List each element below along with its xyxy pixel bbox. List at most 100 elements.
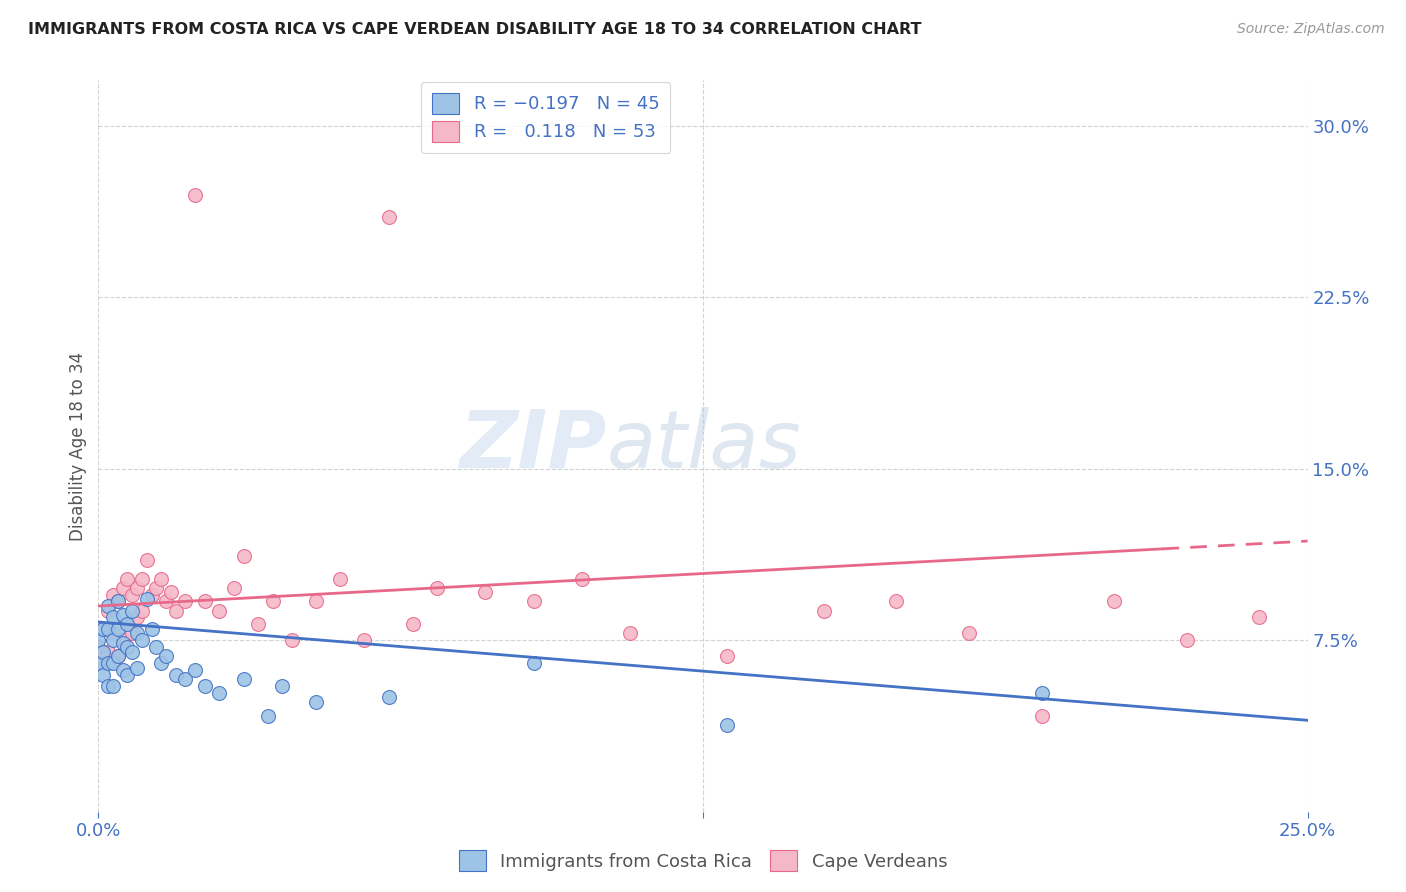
Point bbox=[155, 649, 177, 664]
Point bbox=[208, 686, 231, 700]
Point bbox=[155, 594, 177, 608]
Point bbox=[107, 594, 129, 608]
Legend: Immigrants from Costa Rica, Cape Verdeans: Immigrants from Costa Rica, Cape Verdean… bbox=[451, 843, 955, 879]
Point bbox=[107, 649, 129, 664]
Point bbox=[194, 679, 217, 693]
Point bbox=[523, 594, 546, 608]
Point bbox=[117, 572, 139, 586]
Point bbox=[174, 672, 197, 686]
Point bbox=[121, 645, 143, 659]
Point bbox=[174, 594, 197, 608]
Point bbox=[1031, 686, 1053, 700]
Point bbox=[141, 588, 163, 602]
Point bbox=[127, 581, 149, 595]
Point bbox=[1102, 594, 1125, 608]
Point bbox=[1175, 633, 1198, 648]
Point bbox=[97, 679, 120, 693]
Point bbox=[957, 626, 980, 640]
Point bbox=[329, 572, 352, 586]
Point bbox=[1031, 708, 1053, 723]
Point bbox=[121, 588, 143, 602]
Point bbox=[101, 656, 124, 670]
Legend: R = −0.197   N = 45, R =   0.118   N = 53: R = −0.197 N = 45, R = 0.118 N = 53 bbox=[422, 82, 671, 153]
Point bbox=[1249, 610, 1271, 624]
Point bbox=[305, 594, 328, 608]
Point bbox=[256, 708, 278, 723]
Point bbox=[184, 663, 207, 677]
Point bbox=[91, 645, 114, 659]
Point bbox=[886, 594, 908, 608]
Text: atlas: atlas bbox=[606, 407, 801, 485]
Point bbox=[145, 640, 167, 655]
Point bbox=[87, 656, 110, 670]
Point bbox=[117, 640, 139, 655]
Point bbox=[145, 581, 167, 595]
Y-axis label: Disability Age 18 to 34: Disability Age 18 to 34 bbox=[69, 351, 87, 541]
Point bbox=[135, 592, 157, 607]
Point bbox=[131, 572, 153, 586]
Point bbox=[150, 572, 173, 586]
Point bbox=[91, 622, 114, 636]
Point bbox=[377, 211, 399, 225]
Point bbox=[523, 656, 546, 670]
Point bbox=[131, 633, 153, 648]
Point bbox=[91, 622, 114, 636]
Point bbox=[121, 626, 143, 640]
Point bbox=[619, 626, 641, 640]
Point bbox=[232, 549, 254, 563]
Point bbox=[111, 633, 134, 648]
Point bbox=[474, 585, 496, 599]
Point bbox=[111, 608, 134, 623]
Point bbox=[87, 633, 110, 648]
Point bbox=[101, 588, 124, 602]
Point bbox=[97, 656, 120, 670]
Point bbox=[127, 626, 149, 640]
Point bbox=[117, 667, 139, 681]
Point bbox=[111, 581, 134, 595]
Point bbox=[571, 572, 593, 586]
Point bbox=[222, 581, 245, 595]
Point bbox=[232, 672, 254, 686]
Point bbox=[813, 604, 835, 618]
Point bbox=[121, 604, 143, 618]
Point bbox=[101, 610, 124, 624]
Point bbox=[377, 690, 399, 705]
Point bbox=[97, 645, 120, 659]
Point bbox=[97, 599, 120, 613]
Point bbox=[107, 594, 129, 608]
Point bbox=[141, 622, 163, 636]
Point bbox=[716, 649, 738, 664]
Point bbox=[97, 622, 120, 636]
Point bbox=[305, 695, 328, 709]
Point bbox=[101, 679, 124, 693]
Point bbox=[208, 604, 231, 618]
Text: IMMIGRANTS FROM COSTA RICA VS CAPE VERDEAN DISABILITY AGE 18 TO 34 CORRELATION C: IMMIGRANTS FROM COSTA RICA VS CAPE VERDE… bbox=[28, 22, 921, 37]
Point bbox=[91, 667, 114, 681]
Point bbox=[194, 594, 217, 608]
Point bbox=[111, 663, 134, 677]
Point bbox=[247, 617, 270, 632]
Point bbox=[165, 604, 187, 618]
Point bbox=[262, 594, 284, 608]
Point bbox=[101, 633, 124, 648]
Point bbox=[716, 718, 738, 732]
Point bbox=[107, 622, 129, 636]
Point bbox=[353, 633, 375, 648]
Point bbox=[107, 649, 129, 664]
Text: ZIP: ZIP bbox=[458, 407, 606, 485]
Point bbox=[127, 610, 149, 624]
Point bbox=[97, 604, 120, 618]
Point bbox=[184, 187, 207, 202]
Point bbox=[111, 635, 134, 649]
Point bbox=[271, 679, 294, 693]
Point bbox=[91, 656, 114, 670]
Point bbox=[101, 626, 124, 640]
Point bbox=[426, 581, 449, 595]
Point bbox=[402, 617, 425, 632]
Point bbox=[117, 617, 139, 632]
Point bbox=[87, 640, 110, 655]
Point bbox=[160, 585, 183, 599]
Point bbox=[127, 661, 149, 675]
Point bbox=[117, 617, 139, 632]
Point bbox=[150, 656, 173, 670]
